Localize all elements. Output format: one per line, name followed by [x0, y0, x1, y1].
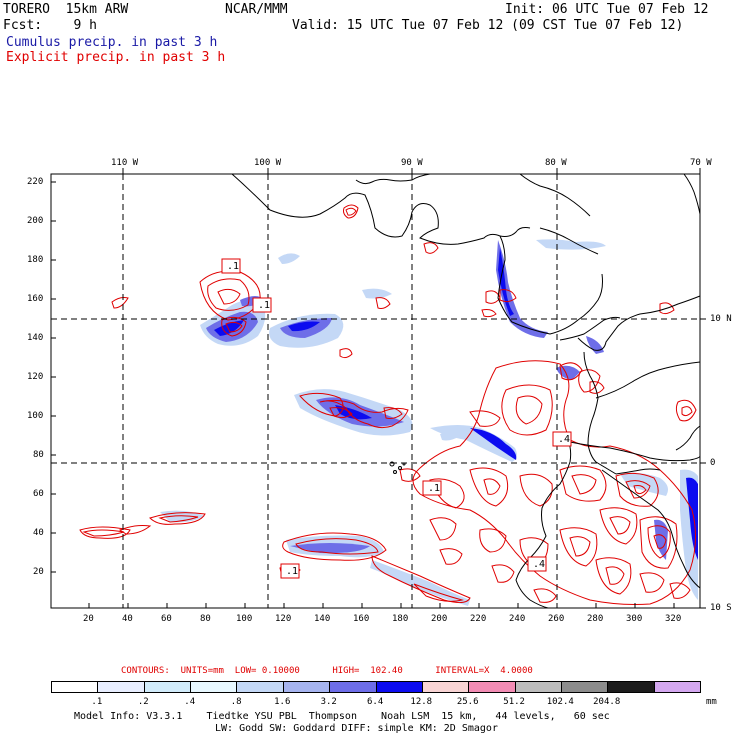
- x-tick-label: 240: [509, 614, 526, 624]
- forecast-hour: Fcst: 9 h: [3, 18, 97, 33]
- lon-label: 100 W: [254, 158, 282, 168]
- legend-label: .1: [91, 697, 103, 707]
- contour-label: .1: [428, 483, 441, 494]
- contour-label: .4: [558, 434, 571, 445]
- x-tick-label: 20: [83, 614, 94, 624]
- org-label: NCAR/MMM: [225, 2, 288, 17]
- model-title: TORERO 15km ARW: [3, 2, 129, 17]
- x-tick-label: 100: [236, 614, 253, 624]
- legend-color-box: [654, 682, 701, 692]
- lon-label: 110 W: [111, 158, 139, 168]
- lat-lon-grid: [51, 174, 700, 608]
- coastlines: [231, 173, 701, 609]
- contour-label: .1: [227, 261, 240, 272]
- legend-label: 12.8: [410, 697, 433, 707]
- y-tick-label: 180: [27, 255, 44, 265]
- lon-label: 90 W: [401, 158, 423, 168]
- x-tick-label: 80: [200, 614, 211, 624]
- y-tick-label: 100: [27, 411, 44, 421]
- lon-label: 70 W: [690, 158, 712, 168]
- lon-label: 80 W: [545, 158, 567, 168]
- x-tick-label: 40: [122, 614, 133, 624]
- x-tick-label: 280: [587, 614, 604, 624]
- legend-color-box: [330, 682, 377, 692]
- explicit-legend: Explicit precip. in past 3 h: [6, 50, 226, 65]
- legend-color-box: [422, 682, 470, 692]
- legend-color-box: [237, 682, 284, 692]
- legend-color-box: [515, 682, 562, 692]
- x-tick-label: 320: [665, 614, 682, 624]
- legend-label: 204.8: [593, 697, 621, 707]
- x-tick-label: 60: [161, 614, 172, 624]
- contour-label: .1: [258, 300, 271, 311]
- contours-caption: CONTOURS: UNITS=mm LOW= 0.10000 HIGH= 10…: [121, 666, 533, 676]
- x-tick-label: 300: [626, 614, 643, 624]
- x-tick-label: 200: [431, 614, 448, 624]
- y-tick-label: 60: [33, 489, 44, 499]
- legend-label: 25.6: [456, 697, 479, 707]
- contour-label: .4: [533, 559, 546, 570]
- valid-time: Valid: 15 UTC Tue 07 Feb 12 (09 CST Tue …: [292, 18, 684, 33]
- y-tick-label: 220: [27, 177, 44, 187]
- model-info-line1: Model Info: V3.3.1 Tiedtke YSU PBL Thomp…: [74, 711, 610, 722]
- legend-color-box: [561, 682, 609, 692]
- y-tick-label: 160: [27, 294, 44, 304]
- x-tick-label: 160: [353, 614, 370, 624]
- legend-unit: mm: [706, 697, 717, 707]
- contour-label-boxes: [221, 258, 572, 579]
- x-tick-label: 120: [275, 614, 292, 624]
- legend-color-box: [144, 682, 192, 692]
- legend-label: 6.4: [367, 697, 384, 707]
- legend-label: 102.4: [546, 697, 574, 707]
- legend-label: .4: [184, 697, 196, 707]
- axis-ticks: [51, 168, 706, 609]
- legend-color-box: [376, 682, 423, 692]
- legend-color-box: [98, 682, 145, 692]
- cumulus-legend: Cumulus precip. in past 3 h: [6, 35, 218, 50]
- y-tick-label: 200: [27, 216, 44, 226]
- y-tick-label: 120: [27, 372, 44, 382]
- legend-color-box: [52, 682, 99, 692]
- lat-label: 10 N: [710, 314, 732, 324]
- init-time: Init: 06 UTC Tue 07 Feb 12: [505, 2, 709, 17]
- legend-color-box: [608, 682, 655, 692]
- legend-label: .8: [230, 697, 242, 707]
- x-tick-label: 220: [470, 614, 487, 624]
- lat-label: 0: [710, 458, 716, 468]
- legend-label: 51.2: [503, 697, 525, 707]
- y-tick-label: 40: [33, 528, 44, 538]
- legend-label: 1.6: [274, 697, 291, 707]
- legend-label: .2: [137, 697, 149, 707]
- legend-label: 3.2: [320, 697, 337, 707]
- y-tick-label: 80: [33, 450, 44, 460]
- legend-color-box: [191, 682, 238, 692]
- plot-frame: [50, 173, 701, 609]
- contour-label: .1: [286, 566, 299, 577]
- x-tick-label: 180: [392, 614, 409, 624]
- model-info-line2: LW: Godd SW: Goddard DIFF: simple KM: 2D…: [215, 723, 498, 734]
- x-tick-label: 140: [314, 614, 331, 624]
- color-legend-bar: [51, 681, 701, 693]
- x-tick-label: 260: [548, 614, 565, 624]
- lat-label: 10 S: [710, 603, 732, 613]
- legend-color-box: [283, 682, 331, 692]
- y-tick-label: 140: [27, 333, 44, 343]
- legend-color-box: [469, 682, 516, 692]
- y-tick-label: 20: [33, 567, 44, 577]
